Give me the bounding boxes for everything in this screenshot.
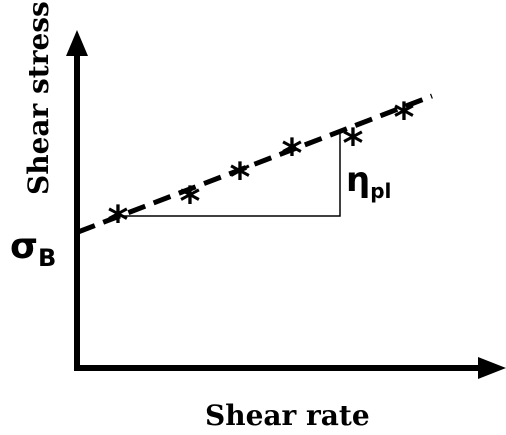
intercept-label: σB [10,226,56,272]
x-axis-title: Shear rate [205,399,370,432]
intercept-subscript: B [38,244,56,272]
data-point-marker: * [230,155,251,201]
slope-label: ηpl [346,160,391,203]
slope-triangle [120,133,341,217]
data-point-marker: * [282,131,303,177]
data-markers: * * * * * * [108,95,415,244]
slope-subscript: pl [370,179,391,203]
data-point-marker: * [180,179,201,225]
data-point-marker: * [108,198,129,244]
slope-symbol: η [346,160,370,200]
data-point-marker: * [343,121,364,167]
y-axis-title: Shear stress [22,1,55,195]
y-axis-arrowhead [66,30,88,56]
x-axis-arrowhead [478,357,506,379]
data-point-marker: * [394,95,415,141]
fit-line [77,93,433,235]
intercept-symbol: σ [10,226,38,267]
